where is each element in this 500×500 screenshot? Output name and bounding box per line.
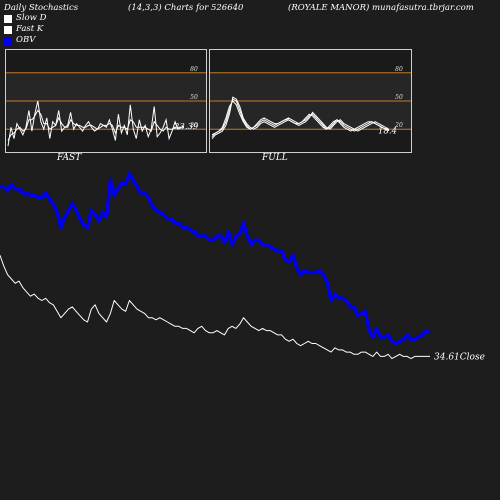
legend-swatch-slow-d [4, 14, 12, 23]
legend-label-slow-d: Slow D [16, 13, 47, 23]
full-stochastics-chart: 20 50 80 18.4 [210, 66, 411, 139]
legend: Slow D Fast K OBV [4, 13, 46, 46]
chart-params: (14,3,3) Charts for 526640 [128, 3, 244, 13]
main-series-close [0, 255, 430, 360]
legend-label-fast-k: Fast K [16, 24, 44, 34]
main-series-obv [0, 171, 431, 346]
fast-stochastics-panel: 20 50 80 23.39 [5, 49, 207, 153]
legend-entry: OBV [4, 35, 46, 46]
full-level-label-20: 20 [394, 122, 403, 129]
legend-entry: Slow D [4, 13, 46, 24]
fast-level-label-80: 80 [190, 66, 198, 73]
full-last-value-label: 18.4 [378, 127, 397, 137]
fast-level-label-20: 20 [189, 122, 198, 129]
fast-panel-title: FAST [57, 153, 82, 163]
legend-swatch-fast-k [4, 25, 12, 34]
legend-entry: Fast K [4, 24, 46, 35]
full-panel-title: FULL [262, 153, 288, 163]
full-series-k2 [211, 96, 390, 139]
obv-close-chart: 34.61Close [0, 171, 485, 362]
fast-series-fast-k [7, 100, 185, 147]
legend-swatch-obv [4, 36, 12, 45]
chart-title: Daily Stochastics [4, 3, 79, 13]
fast-stochastics-chart: 20 50 80 23.39 [6, 66, 206, 147]
chart-source: (ROYALE MANOR) munafasutra.tbrjar.com [288, 3, 474, 13]
fast-level-label-50: 50 [190, 94, 198, 101]
fast-series-slow-d [7, 109, 184, 141]
full-series-slow-d [211, 100, 389, 136]
close-last-value-label: 34.61Close [434, 352, 485, 362]
full-level-label-80: 80 [395, 66, 403, 73]
legend-label-obv: OBV [16, 35, 36, 45]
fast-last-value-label: 23.39 [173, 122, 199, 132]
full-stochastics-panel: 20 50 80 18.4 [209, 49, 412, 153]
full-level-label-50: 50 [395, 94, 403, 101]
